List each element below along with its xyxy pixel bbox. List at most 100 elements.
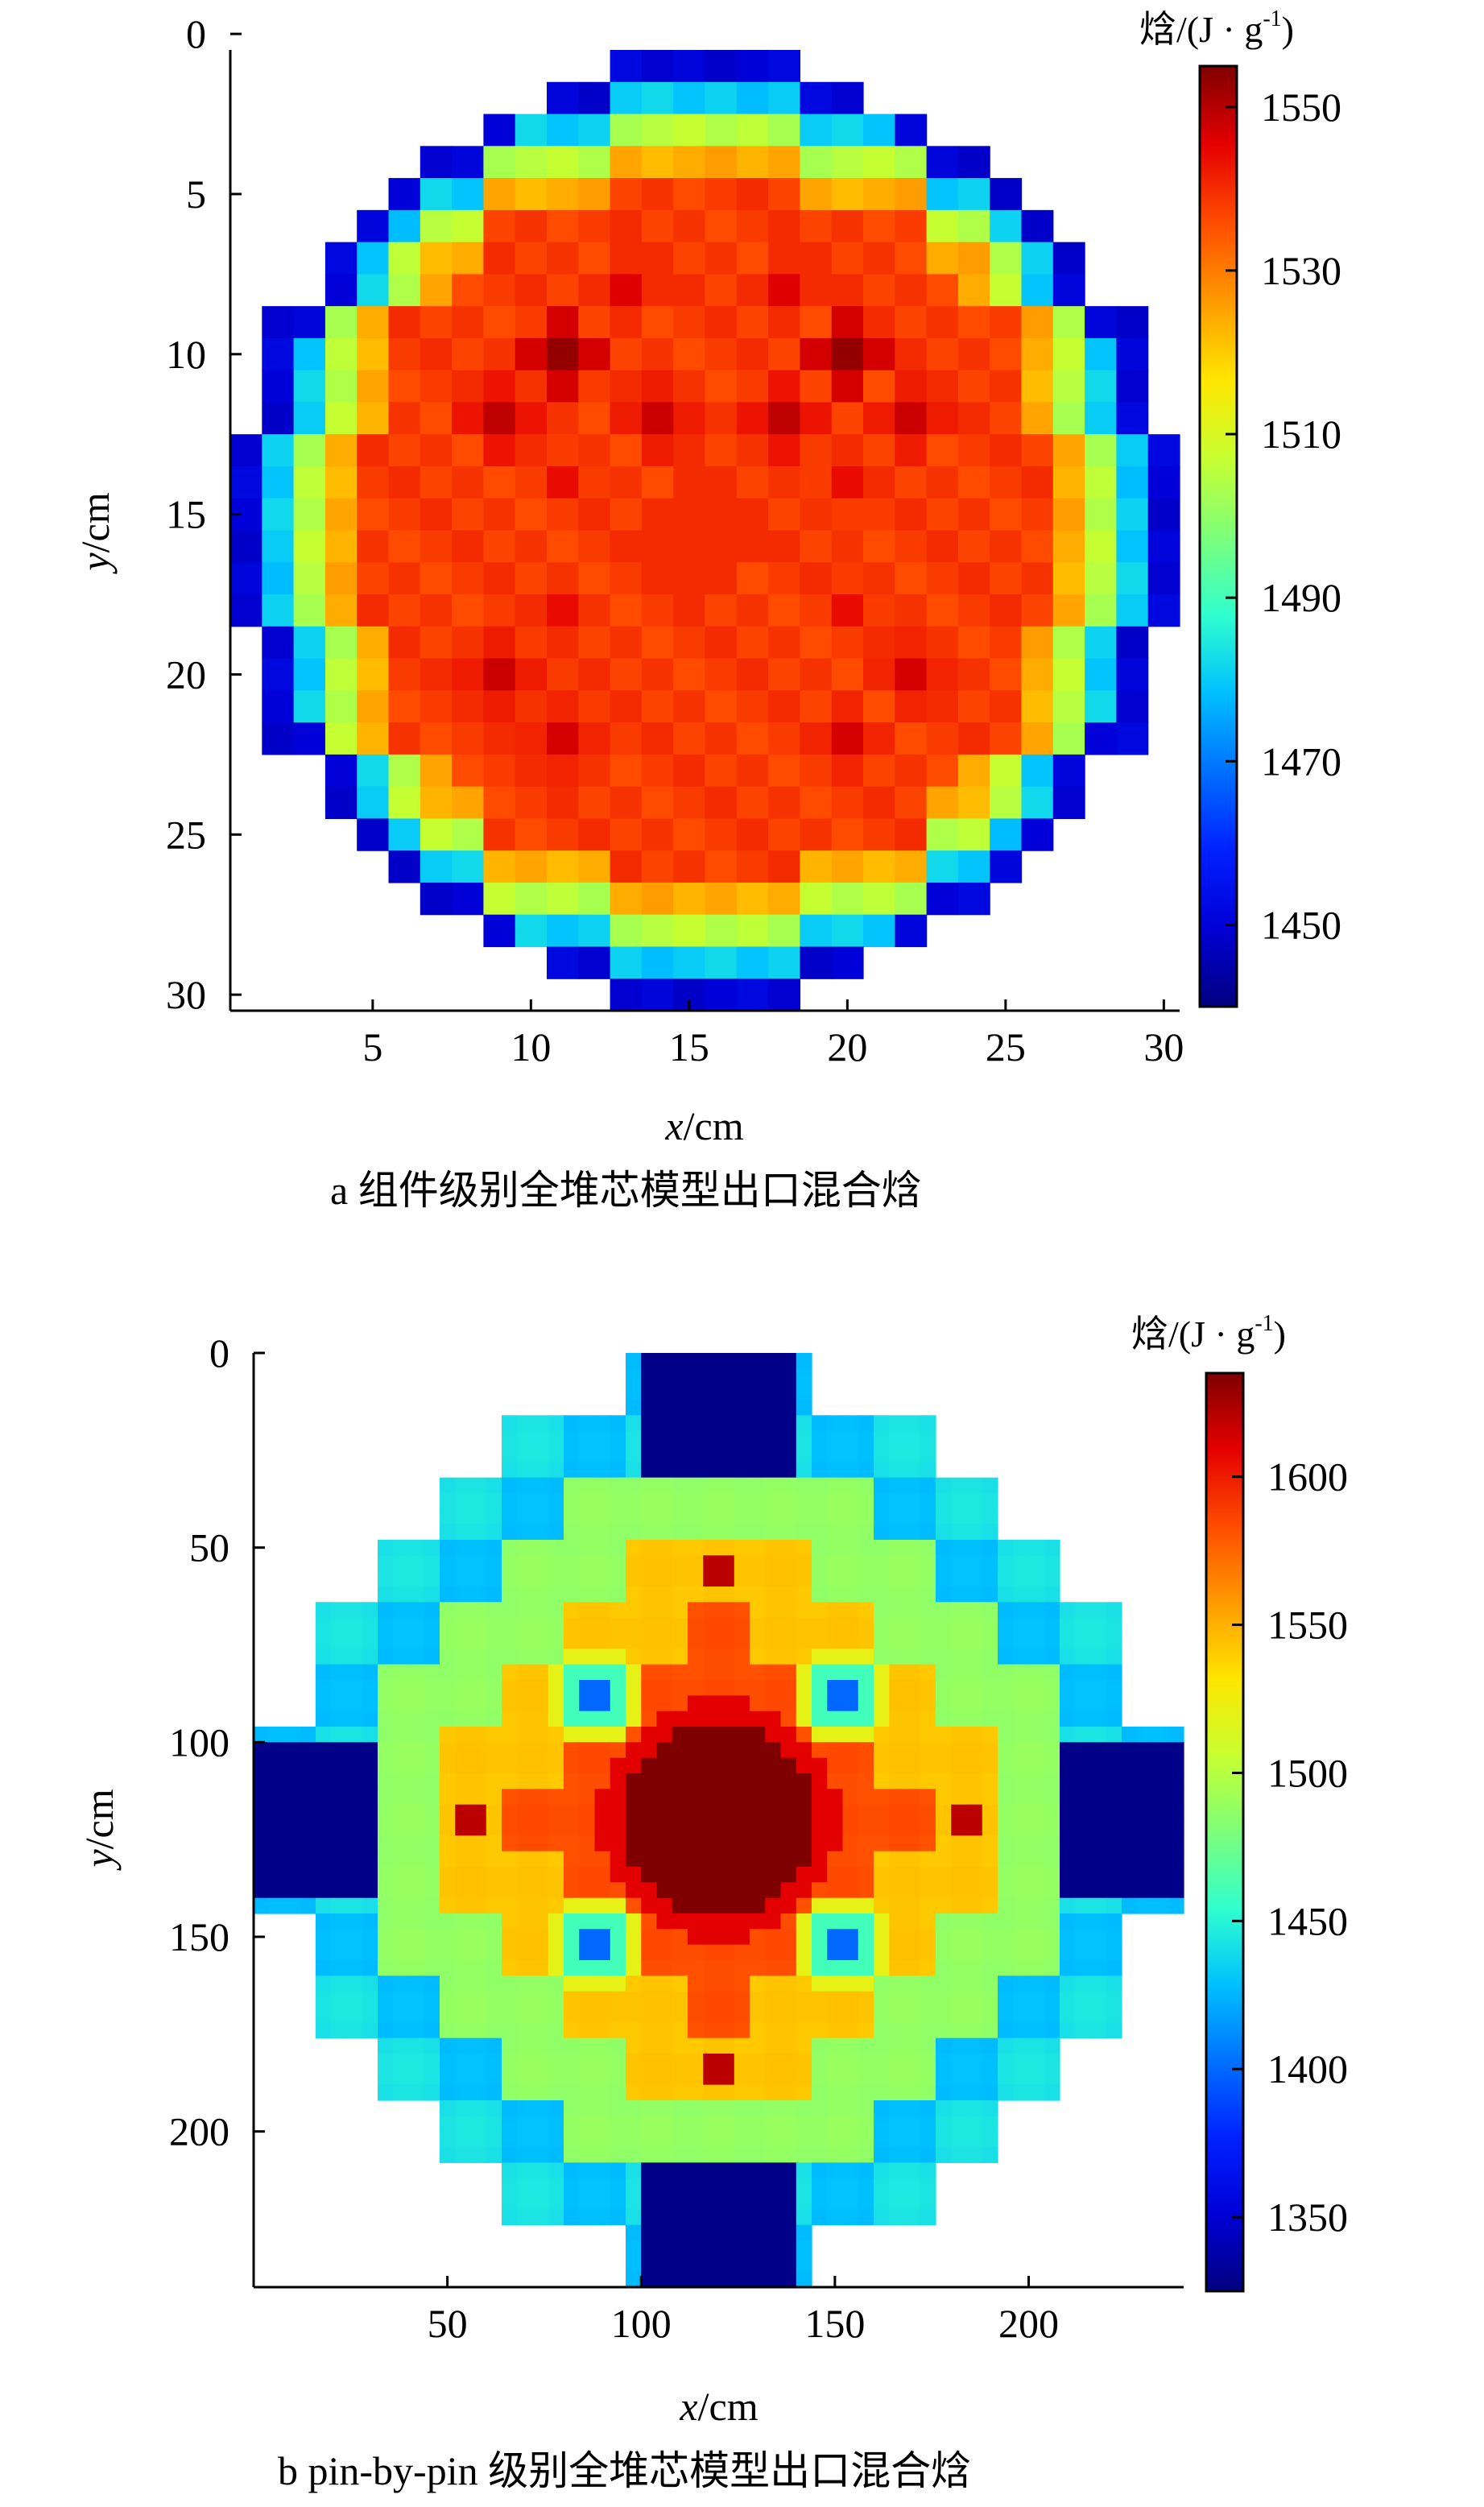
heatmap-cell — [800, 81, 833, 115]
heatmap-cell — [316, 1757, 332, 1774]
heatmap-cell — [408, 1587, 425, 1603]
heatmap-cell — [483, 722, 516, 755]
heatmap-cell — [378, 1649, 394, 1665]
heatmap-cell — [734, 2116, 750, 2133]
heatmap-cell — [1116, 370, 1149, 403]
heatmap-cell — [842, 2131, 859, 2148]
heatmap-cell — [889, 1742, 906, 1759]
heatmap-cell — [889, 2147, 906, 2163]
heatmap-cell — [688, 1711, 704, 1727]
heatmap-cell — [388, 690, 421, 723]
heatmap-cell — [1090, 2022, 1107, 2039]
heatmap-cell — [673, 402, 706, 435]
heatmap-cell — [703, 1757, 720, 1774]
heatmap-cell — [1147, 594, 1180, 627]
heatmap-cell — [1085, 658, 1117, 691]
heatmap-cell — [331, 1649, 348, 1665]
heatmap-cell — [889, 1555, 906, 1572]
heatmap-cell — [812, 2131, 828, 2148]
heatmap-cell — [378, 1711, 394, 1727]
heatmap-cell — [842, 2084, 859, 2101]
heatmap-cell — [831, 914, 864, 948]
heatmap-cell — [440, 1649, 456, 1665]
heatmap-cell — [656, 1368, 673, 1385]
heatmap-cell — [1044, 1757, 1060, 1774]
heatmap-cell — [293, 690, 326, 723]
heatmap-cell — [957, 850, 990, 883]
heatmap-cell — [483, 178, 516, 211]
heatmap-cell — [548, 2194, 564, 2210]
heatmap-cell — [827, 1757, 844, 1774]
heatmap-cell — [579, 2022, 596, 2039]
heatmap-cell — [796, 1555, 812, 1572]
heatmap-cell — [812, 1664, 828, 1681]
heatmap-cell — [1044, 1587, 1060, 1603]
heatmap-cell — [408, 1897, 425, 1914]
heatmap-cell — [688, 1649, 704, 1665]
heatmap-cell — [750, 1602, 766, 1619]
heatmap-cell — [656, 2240, 673, 2257]
heatmap-cell — [951, 2147, 968, 2163]
heatmap-cell — [673, 81, 706, 115]
heatmap-cell — [579, 1540, 596, 1556]
heatmap-cell — [362, 1664, 378, 1681]
heatmap-cell — [262, 594, 295, 627]
heatmap-cell — [780, 2100, 797, 2116]
heatmap-cell — [812, 1462, 828, 1479]
heatmap-cell — [579, 1727, 596, 1743]
heatmap-cell — [703, 1913, 720, 1930]
heatmap-cell — [796, 2194, 812, 2210]
heatmap-cell — [863, 465, 895, 499]
heatmap-cell — [812, 1960, 828, 1976]
heatmap-cell — [889, 1664, 906, 1681]
heatmap-cell — [889, 2084, 906, 2101]
heatmap-cell — [284, 1851, 301, 1868]
heatmap-cell — [610, 1773, 626, 1789]
heatmap-cell — [904, 1773, 921, 1789]
heatmap-cell — [688, 1477, 704, 1494]
heatmap-cell — [718, 2100, 735, 2116]
heatmap-cell — [579, 1477, 596, 1494]
heatmap-cell — [812, 1695, 828, 1712]
heatmap-cell — [734, 1929, 750, 1946]
heatmap-cell — [951, 1960, 968, 1976]
heatmap-cell — [486, 1851, 502, 1868]
heatmap-cell — [688, 1913, 704, 1930]
heatmap-cell — [1075, 1897, 1092, 1914]
heatmap-cell — [780, 2162, 797, 2179]
heatmap-cell — [641, 2069, 658, 2086]
heatmap-cell — [331, 1913, 348, 1930]
x-tick-label: 5 — [362, 1024, 382, 1069]
heatmap-cell — [346, 1680, 363, 1696]
heatmap-cell — [424, 1913, 440, 1930]
heatmap-cell — [998, 1773, 1014, 1789]
heatmap-cell — [517, 1742, 534, 1759]
heatmap-cell — [768, 690, 800, 723]
heatmap-cell — [641, 1944, 658, 1961]
heatmap-cell — [672, 1664, 688, 1681]
heatmap-cell — [1122, 1757, 1138, 1774]
heatmap-cell — [408, 2054, 425, 2070]
heatmap-cell — [393, 1742, 410, 1759]
heatmap-cell — [734, 2022, 750, 2039]
heatmap-cell — [1122, 1804, 1138, 1821]
heatmap-cell — [688, 1617, 704, 1634]
heatmap-cell — [842, 1835, 859, 1852]
heatmap-cell — [863, 337, 895, 371]
heatmap-cell — [812, 1882, 828, 1899]
heatmap-cell — [998, 1664, 1014, 1681]
heatmap-cell — [1021, 690, 1054, 723]
heatmap-cell — [626, 1991, 642, 2008]
heatmap-cell — [1013, 1587, 1030, 1603]
heatmap-cell — [812, 2116, 828, 2133]
heatmap-cell — [641, 1680, 658, 1696]
heatmap-cell — [796, 1944, 812, 1961]
heatmap-cell — [578, 465, 611, 499]
colorbar-tick-label: 1600 — [1267, 1454, 1348, 1500]
heatmap-cell — [346, 2007, 363, 2023]
heatmap-cell — [734, 1773, 750, 1789]
heatmap-cell — [734, 2271, 750, 2288]
colorbar-tick-label: 1530 — [1261, 248, 1341, 293]
heatmap-cell — [812, 1446, 828, 1462]
heatmap-cell — [626, 1804, 642, 1821]
